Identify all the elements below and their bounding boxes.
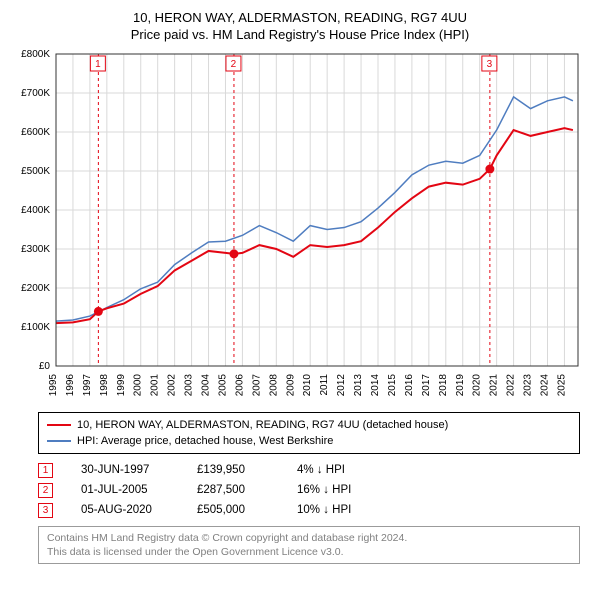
svg-text:2015: 2015 [387,374,398,397]
svg-text:2002: 2002 [167,374,178,397]
svg-text:£0: £0 [39,361,51,372]
svg-text:1997: 1997 [82,374,93,397]
svg-text:1: 1 [95,59,101,70]
annotation-delta: 10% ↓ HPI [297,504,387,516]
legend-item: 10, HERON WAY, ALDERMASTON, READING, RG7… [47,417,571,433]
svg-text:2008: 2008 [268,374,279,397]
svg-text:2018: 2018 [438,374,449,397]
chart-titles: 10, HERON WAY, ALDERMASTON, READING, RG7… [8,10,592,42]
svg-text:2007: 2007 [251,374,262,397]
svg-text:£300K: £300K [21,244,50,255]
legend: 10, HERON WAY, ALDERMASTON, READING, RG7… [38,412,580,454]
svg-text:£700K: £700K [21,88,50,99]
legend-swatch-subject [47,424,71,426]
annotation-row: 2 01-JUL-2005 £287,500 16% ↓ HPI [38,480,580,500]
svg-text:£800K: £800K [21,49,50,60]
svg-text:2004: 2004 [201,374,212,397]
svg-text:£600K: £600K [21,127,50,138]
annotation-table: 1 30-JUN-1997 £139,950 4% ↓ HPI 2 01-JUL… [38,460,580,520]
footer-line-1: Contains HM Land Registry data © Crown c… [47,531,571,545]
annotation-price: £505,000 [197,504,269,516]
svg-text:2021: 2021 [489,374,500,397]
svg-text:£400K: £400K [21,205,50,216]
annotation-badge: 2 [38,483,53,498]
svg-text:£100K: £100K [21,322,50,333]
title-line-2: Price paid vs. HM Land Registry's House … [8,27,592,42]
svg-text:2: 2 [231,59,237,70]
legend-label: HPI: Average price, detached house, West… [77,435,333,447]
svg-text:2017: 2017 [421,374,432,397]
annotation-row: 3 05-AUG-2020 £505,000 10% ↓ HPI [38,500,580,520]
annotation-delta: 16% ↓ HPI [297,484,387,496]
svg-text:1996: 1996 [65,374,76,397]
svg-text:1998: 1998 [99,374,110,397]
svg-text:2019: 2019 [455,374,466,397]
svg-text:2014: 2014 [370,374,381,397]
price-chart: £0 £100K £200K £300K £400K £500K £600K £700K £80… [8,48,592,408]
svg-text:2011: 2011 [319,374,330,396]
legend-item: HPI: Average price, detached house, West… [47,433,571,449]
svg-text:2012: 2012 [336,374,347,397]
svg-text:2023: 2023 [523,374,534,397]
svg-text:3: 3 [487,59,493,70]
annotation-price: £287,500 [197,484,269,496]
svg-text:2024: 2024 [539,374,550,397]
svg-text:1999: 1999 [116,374,127,397]
svg-text:£200K: £200K [21,283,50,294]
svg-text:1995: 1995 [48,374,59,397]
annotation-price: £139,950 [197,464,269,476]
attribution-footer: Contains HM Land Registry data © Crown c… [38,526,580,564]
svg-text:2013: 2013 [353,374,364,397]
svg-text:2006: 2006 [234,374,245,397]
svg-text:£500K: £500K [21,166,50,177]
svg-text:2020: 2020 [472,374,483,397]
svg-text:2009: 2009 [285,374,296,397]
annotation-delta: 4% ↓ HPI [297,464,387,476]
svg-text:2025: 2025 [556,374,567,397]
svg-text:2001: 2001 [150,374,161,397]
annotation-date: 01-JUL-2005 [81,484,169,496]
legend-label: 10, HERON WAY, ALDERMASTON, READING, RG7… [77,419,448,431]
legend-swatch-hpi [47,440,71,442]
footer-line-2: This data is licensed under the Open Gov… [47,545,571,559]
svg-text:2003: 2003 [184,374,195,397]
svg-text:2022: 2022 [506,374,517,397]
annotation-date: 05-AUG-2020 [81,504,169,516]
svg-text:2010: 2010 [302,374,313,397]
svg-text:2016: 2016 [404,374,415,397]
annotation-badge: 1 [38,463,53,478]
page-root: 10, HERON WAY, ALDERMASTON, READING, RG7… [0,0,600,572]
svg-text:2005: 2005 [217,374,228,397]
annotation-row: 1 30-JUN-1997 £139,950 4% ↓ HPI [38,460,580,480]
svg-text:2000: 2000 [133,374,144,397]
annotation-badge: 3 [38,503,53,518]
title-line-1: 10, HERON WAY, ALDERMASTON, READING, RG7… [8,10,592,25]
annotation-date: 30-JUN-1997 [81,464,169,476]
